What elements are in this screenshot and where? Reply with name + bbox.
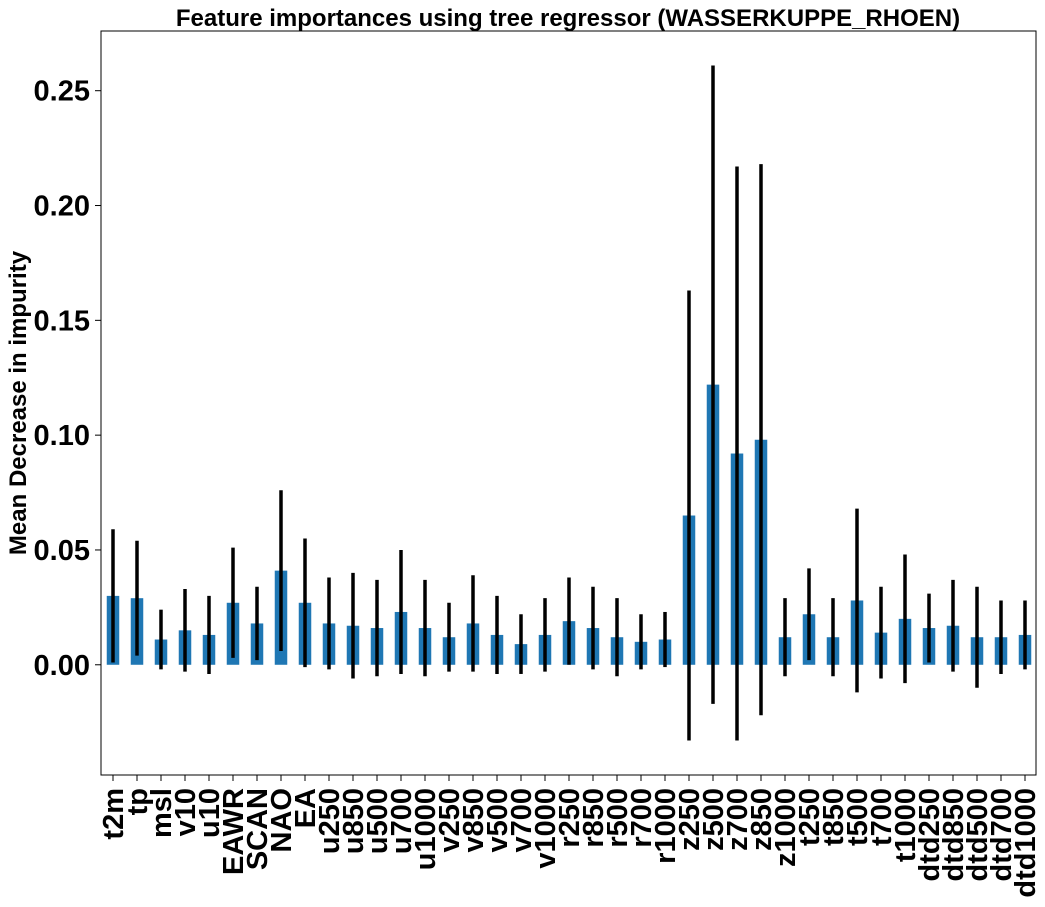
plot-marks: 0.000.050.100.150.200.25t2mtpmslv10u10EA… [34,65,1042,898]
x-tick-label: u700 [386,788,418,854]
x-tick-label: v250 [434,788,466,853]
x-tick-label: dtd700 [986,788,1018,881]
x-tick-label: r700 [626,788,658,848]
x-tick-label: u250 [314,788,346,854]
x-tick-label: t2m [98,788,130,840]
x-tick-label: u850 [338,788,370,854]
x-tick-label: z700 [722,788,754,851]
x-tick-label: t500 [842,788,874,846]
x-tick-label: msl [146,788,178,838]
x-tick-label: dtd850 [938,788,970,881]
y-tick-label: 0.05 [34,535,90,567]
x-tick-label: EA [290,788,322,828]
x-tick-label: t850 [818,788,850,846]
x-tick-label: r250 [554,788,586,848]
y-tick-label: 0.10 [34,420,90,452]
x-tick-label: t250 [794,788,826,846]
x-tick-label: u500 [362,788,394,854]
x-tick-label: v850 [458,788,490,853]
x-tick-label: v500 [482,788,514,853]
x-tick-label: EAWR [218,788,250,875]
x-tick-label: r500 [602,788,634,848]
x-tick-label: SCAN [242,788,274,870]
x-tick-label: dtd500 [962,788,994,881]
y-tick-label: 0.20 [34,191,90,223]
x-tick-label: u1000 [410,788,442,870]
x-tick-label: v1000 [530,788,562,869]
x-tick-label: dtd250 [914,788,946,881]
x-tick-label: t1000 [890,788,922,862]
x-tick-label: t700 [866,788,898,846]
x-tick-label: v10 [170,788,202,836]
y-tick-label: 0.15 [34,305,90,337]
x-tick-label: z250 [674,788,706,851]
x-tick-label: z500 [698,788,730,851]
x-tick-label: z850 [746,788,778,851]
x-tick-label: r850 [578,788,610,848]
x-tick-label: dtd1000 [1010,788,1042,898]
x-tick-label: r1000 [650,788,682,864]
x-tick-label: tp [122,788,154,815]
x-tick-label: NAO [266,788,298,852]
y-tick-label: 0.25 [34,76,90,108]
x-tick-label: z1000 [770,788,802,867]
x-tick-label: v700 [506,788,538,853]
plot-frame [100,30,1037,776]
chart-title: Feature importances using tree regressor… [176,5,960,32]
x-tick-label: u10 [194,788,226,838]
y-axis-label: Mean Decrease in impurity [5,250,32,555]
y-tick-label: 0.00 [34,650,90,682]
